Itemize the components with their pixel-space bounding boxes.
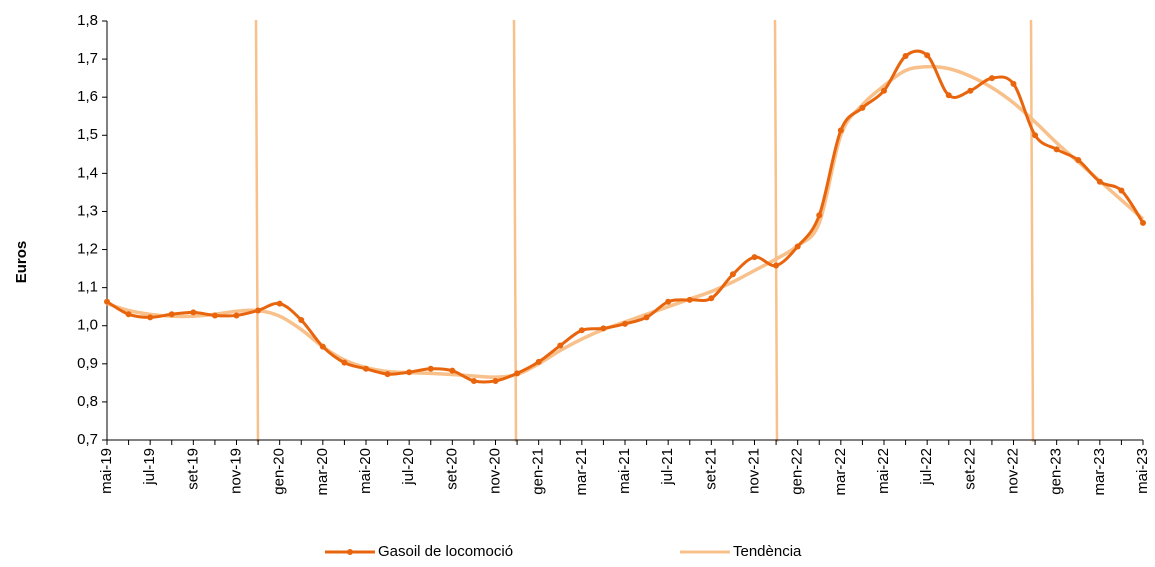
series-marker: [794, 243, 801, 250]
year-separator: [254, 19, 260, 443]
series-marker: [298, 317, 305, 324]
series-marker: [859, 104, 866, 111]
series-marker: [708, 295, 715, 302]
series-marker: [751, 254, 758, 261]
x-tick-label: nov-21: [745, 448, 762, 494]
series-marker: [729, 271, 736, 278]
series-marker: [341, 359, 348, 366]
y-tick-label: 1,4: [77, 164, 98, 181]
x-tick-label: gen-22: [789, 448, 806, 495]
series-marker: [1053, 146, 1060, 153]
series-marker: [384, 371, 391, 378]
series-marker: [924, 52, 931, 59]
x-tick-label: mar-23: [1091, 448, 1108, 496]
series-marker: [1010, 80, 1017, 87]
series-marker: [686, 296, 693, 303]
series-marker: [147, 314, 154, 321]
series-marker: [1075, 157, 1082, 164]
y-tick-label: 0,7: [77, 431, 98, 448]
series-marker: [578, 327, 585, 334]
series-marker: [773, 262, 780, 269]
x-tick-label: gen-23: [1048, 448, 1065, 495]
series-marker: [514, 370, 521, 377]
x-tick-label: mai-22: [875, 448, 892, 494]
series-marker: [967, 87, 974, 94]
series-marker: [255, 307, 262, 314]
series-marker: [1096, 178, 1103, 185]
series-marker: [881, 87, 887, 94]
series-marker: [837, 127, 844, 134]
series-line: [106, 49, 1145, 384]
series-marker: [902, 53, 909, 60]
series-marker: [125, 311, 132, 318]
series-marker: [233, 312, 240, 319]
x-tick-label: mai-20: [357, 448, 374, 494]
legend-label: Tendència: [733, 543, 802, 560]
series-marker: [449, 367, 456, 374]
x-tick-label: jul-21: [659, 448, 676, 486]
x-tick-label: jul-19: [141, 448, 158, 486]
y-tick-label: 1,5: [77, 126, 98, 143]
series-marker: [211, 312, 218, 319]
series-marker: [816, 212, 823, 219]
series-marker: [104, 298, 110, 305]
y-tick-label: 1,2: [77, 241, 98, 258]
y-tick-label: 1,1: [77, 279, 98, 296]
x-tick-label: gen-21: [530, 448, 547, 495]
series-marker: [427, 365, 434, 372]
y-axis-label: Euros: [13, 241, 30, 284]
series-marker: [945, 92, 952, 99]
x-tick-label: set-22: [961, 448, 978, 490]
series-marker: [406, 369, 413, 376]
x-tick-label: set-21: [702, 448, 719, 490]
x-tick-label: jul-20: [400, 448, 417, 486]
x-tick-label: gen-20: [271, 448, 288, 495]
y-tick-label: 1,6: [77, 88, 98, 105]
x-tick-label: jul-22: [918, 448, 935, 486]
series-marker: [492, 377, 499, 384]
series-marker: [190, 309, 197, 316]
series-marker: [535, 358, 542, 365]
series-marker: [363, 365, 369, 372]
x-tick-label: mar-20: [314, 448, 331, 496]
series-marker: [665, 298, 672, 305]
x-tick-label: nov-20: [486, 448, 503, 494]
legend-marker: [347, 549, 353, 555]
series-marker: [643, 314, 650, 321]
y-tick-label: 1,0: [77, 317, 98, 334]
y-tick-label: 1,3: [77, 202, 98, 219]
series-marker: [557, 342, 564, 349]
series-marker: [622, 320, 628, 327]
x-tick-label: mai-21: [616, 448, 633, 494]
y-tick-label: 0,9: [77, 355, 98, 372]
year-separators: [254, 19, 1035, 443]
series-marker: [319, 343, 326, 350]
x-tick-label: mai-19: [98, 448, 115, 494]
series-marker: [988, 75, 995, 82]
series-marker: [470, 377, 477, 384]
y-tick-label: 1,7: [77, 50, 98, 67]
year-separator: [1029, 19, 1035, 443]
x-tick-label: mai-23: [1134, 448, 1151, 494]
series-marker: [600, 325, 607, 332]
legend-label: Gasoil de locomoció: [378, 543, 513, 560]
series-marker: [1118, 187, 1125, 194]
series-line: [106, 64, 1145, 379]
year-separator: [773, 19, 779, 443]
x-tick-label: nov-19: [227, 448, 244, 494]
series-marker: [276, 300, 283, 307]
series-marker: [1140, 219, 1146, 226]
y-tick-label: 0,8: [77, 393, 98, 410]
series-marker: [168, 311, 175, 318]
x-tick-label: nov-22: [1004, 448, 1021, 494]
year-separator: [512, 19, 518, 443]
y-tick-label: 1,8: [77, 12, 98, 29]
x-tick-label: set-20: [443, 448, 460, 490]
x-tick-label: set-19: [184, 448, 201, 490]
x-tick-label: mar-22: [832, 448, 849, 496]
x-tick-label: mar-21: [573, 448, 590, 496]
series-marker: [1032, 132, 1039, 139]
